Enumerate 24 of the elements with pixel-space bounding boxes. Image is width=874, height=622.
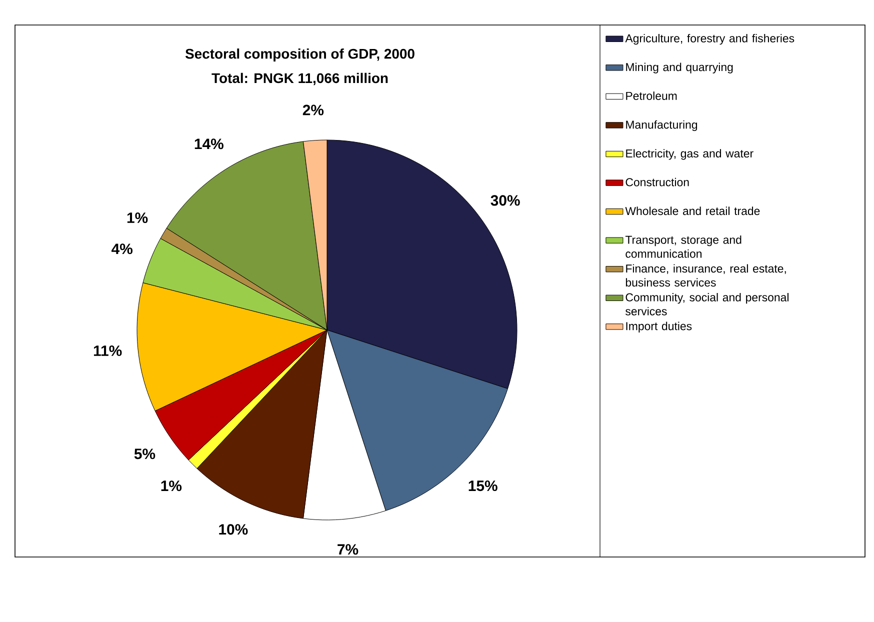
legend-label: Agriculture, forestry and fisheries <box>625 34 794 45</box>
legend-label: Manufacturing <box>626 120 698 131</box>
data-label: 7% <box>338 544 358 555</box>
legend-label: Construction <box>626 178 689 186</box>
data-label: 10% <box>219 524 248 535</box>
legend-label: Community, social and personal services <box>626 293 788 316</box>
legend-label: Petroleum <box>626 92 677 100</box>
data-label: 4% <box>112 244 132 254</box>
legend-label: Wholesale and retail trade <box>625 206 760 216</box>
data-label: 15% <box>468 480 498 492</box>
data-label: 14% <box>194 138 224 150</box>
text: Total: PNGK 11,066 million <box>212 72 388 86</box>
data-label: 30% <box>490 195 520 206</box>
legend-label: Electricity, gas and water <box>626 149 754 160</box>
data-label: 1% <box>127 212 148 224</box>
legend-label: Transport, storage and communication <box>625 235 742 258</box>
legend-label: Finance, insurance, real estate, business services <box>626 264 786 287</box>
text: Sectoral composition of GDP, 2000 <box>185 48 414 62</box>
data-label: 11% <box>94 345 122 356</box>
legend-label: Import duties <box>626 322 692 332</box>
data-label: 1% <box>161 480 182 492</box>
legend-label: Mining and quarrying <box>626 62 733 74</box>
data-label: 2% <box>302 104 324 116</box>
data-label: 5% <box>134 448 156 460</box>
